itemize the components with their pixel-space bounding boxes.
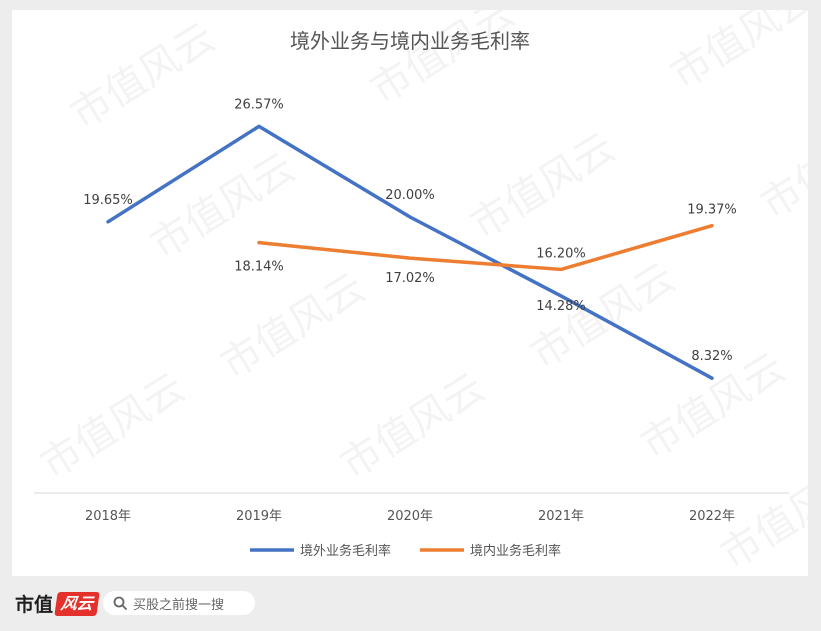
data-label: 17.02% bbox=[385, 271, 435, 286]
data-label: 18.14% bbox=[234, 260, 284, 275]
footer-bar: 市值 风云 买股之前搜一搜 bbox=[0, 576, 821, 631]
legend-label-domestic: 境内业务毛利率 bbox=[470, 543, 561, 559]
brand-name: 市值 bbox=[15, 594, 54, 616]
data-label: 19.37% bbox=[687, 203, 737, 218]
series-lines bbox=[106, 124, 714, 380]
x-tick-label: 2019年 bbox=[236, 509, 282, 524]
data-label: 16.20% bbox=[536, 246, 586, 261]
series-line-domestic bbox=[257, 223, 714, 272]
data-label: 14.28% bbox=[536, 299, 586, 314]
x-tick-label: 2018年 bbox=[85, 509, 131, 524]
legend: 境外业务毛利率 境内业务毛利率 bbox=[250, 543, 561, 559]
x-axis-ticks: 2018年 2019年 2020年 2021年 2022年 bbox=[85, 509, 735, 524]
x-tick-label: 2020年 bbox=[387, 509, 433, 524]
data-label: 20.00% bbox=[385, 188, 435, 203]
x-tick-label: 2022年 bbox=[689, 509, 735, 524]
data-labels: 19.65% 26.57% 20.00% 14.28% 8.32% 18.14% 17.02… bbox=[83, 97, 737, 364]
brand-mark-logo: 风云 bbox=[54, 591, 100, 616]
search-placeholder: 买股之前搜一搜 bbox=[133, 597, 225, 613]
series-line-overseas bbox=[106, 124, 714, 380]
legend-label-overseas: 境外业务毛利率 bbox=[300, 543, 391, 559]
search-box[interactable]: 买股之前搜一搜 bbox=[103, 591, 255, 615]
x-tick-label: 2021年 bbox=[538, 509, 584, 524]
data-label: 19.65% bbox=[83, 193, 133, 208]
line-chart: 市值风云市值风云市值风云市值风云市值风云市值风云市值风云市值风云市值风云市值风云… bbox=[33, 10, 808, 576]
data-label: 8.32% bbox=[691, 349, 732, 364]
chart-card: 市值风云市值风云市值风云市值风云市值风云市值风云市值风云市值风云市值风云市值风云… bbox=[12, 10, 808, 576]
chart-title: 境外业务与境内业务毛利率 bbox=[290, 29, 530, 53]
search-icon bbox=[113, 596, 127, 610]
watermark-layer: 市值风云市值风云市值风云市值风云市值风云市值风云市值风云市值风云市值风云市值风云… bbox=[33, 10, 808, 576]
data-label: 26.57% bbox=[234, 97, 284, 112]
brand-logo[interactable]: 市值 风云 bbox=[15, 590, 100, 617]
